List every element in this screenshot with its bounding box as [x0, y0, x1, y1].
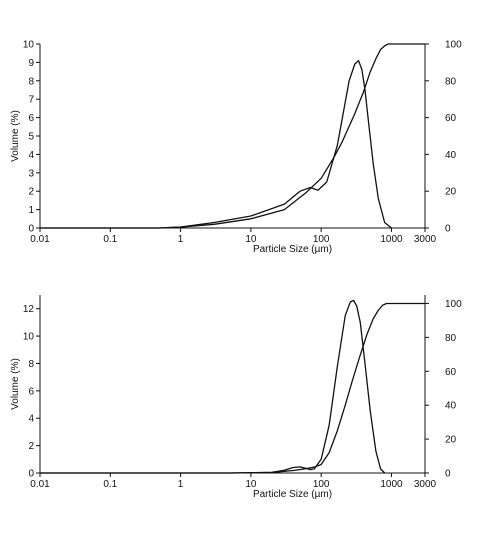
- y2-tick-label: 60: [445, 367, 457, 378]
- y2-tick-label: 20: [445, 187, 457, 198]
- x-tick-label: 3000: [414, 234, 437, 245]
- y-tick-label: 4: [28, 414, 34, 425]
- y2-tick-label: 40: [445, 401, 457, 412]
- y-axis-title: Volume (%): [10, 358, 21, 410]
- cumulative-volume-line: [39, 302, 426, 474]
- y-tick-label: 3: [28, 168, 34, 179]
- y-tick-label: 5: [28, 132, 34, 143]
- x-tick-label: 1000: [380, 479, 403, 490]
- y-axis-title: Volume (%): [10, 110, 21, 162]
- y2-tick-label: 100: [445, 299, 462, 310]
- x-tick-label: 0.1: [103, 234, 117, 245]
- y-tick-label: 0: [28, 224, 34, 235]
- y-tick-label: 7: [28, 95, 34, 106]
- y2-tick-label: 80: [445, 76, 457, 87]
- volume-distribution-line: [39, 59, 393, 229]
- x-tick-label: 3000: [414, 479, 437, 490]
- x-tick-label: 10: [245, 234, 257, 245]
- x-tick-label: 0.01: [30, 479, 50, 490]
- y-tick-label: 2: [28, 187, 34, 198]
- y-tick-label: 8: [28, 359, 34, 370]
- x-tick-label: 1: [178, 479, 184, 490]
- y-tick-label: 10: [23, 40, 35, 51]
- y2-tick-label: 0: [445, 469, 451, 480]
- x-tick-label: 0.01: [30, 234, 50, 245]
- y-tick-label: 8: [28, 76, 34, 87]
- x-tick-label: 0.1: [103, 479, 117, 490]
- x-axis-title: Particle Size (µm): [253, 489, 332, 500]
- volume-distribution-line: [39, 299, 386, 474]
- x-axis-title: Particle Size (µm): [253, 244, 332, 255]
- y2-tick-label: 40: [445, 150, 457, 161]
- x-tick-label: 100: [313, 479, 330, 490]
- x-tick-label: 1: [178, 234, 184, 245]
- y-tick-label: 6: [28, 113, 34, 124]
- y-tick-label: 10: [23, 332, 35, 343]
- y2-tick-label: 80: [445, 333, 457, 344]
- y2-tick-label: 20: [445, 435, 457, 446]
- cumulative-volume-line: [39, 43, 426, 229]
- x-tick-label: 1000: [380, 234, 403, 245]
- y2-tick-label: 0: [445, 224, 451, 235]
- y2-tick-label: 60: [445, 113, 457, 124]
- y-tick-label: 0: [28, 469, 34, 480]
- y-tick-label: 4: [28, 150, 34, 161]
- y-tick-label: 12: [23, 304, 35, 315]
- chart-bottom: 0.01 0.1 1 10 100 1000 3000 0 2 4 6 8 10 12 0 20 40 60 80 1…: [10, 295, 462, 500]
- y-tick-label: 1: [28, 205, 34, 216]
- x-tick-label: 10: [245, 479, 257, 490]
- chart-top: 0.01 0.1 1 10 100 1000 30000123456789100204060…: [10, 40, 462, 256]
- x-tick-label: 100: [313, 234, 330, 245]
- y-tick-label: 2: [28, 441, 34, 452]
- y2-tick-label: 100: [445, 40, 462, 51]
- y-tick-label: 9: [28, 58, 34, 69]
- y-tick-label: 6: [28, 386, 34, 397]
